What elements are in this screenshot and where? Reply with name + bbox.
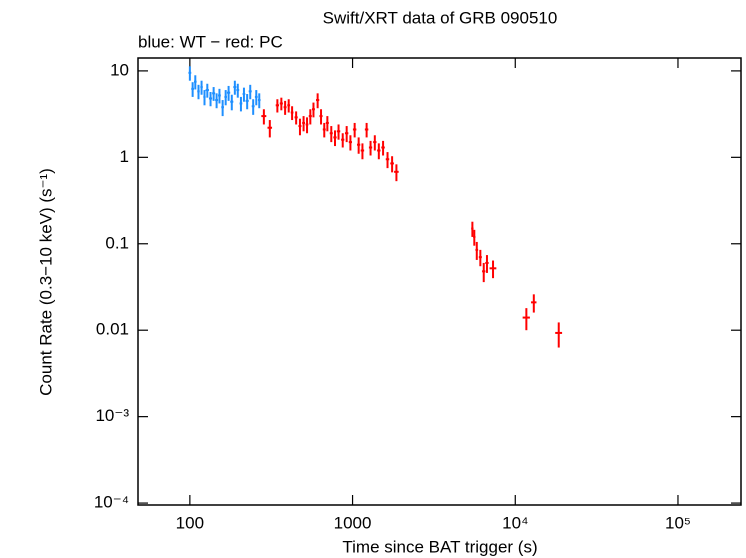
x-axis-label: Time since BAT trigger (s)	[342, 537, 537, 556]
y-tick-label: 10⁻³	[95, 406, 129, 425]
y-axis-label: Count Rate (0.3−10 keV) (s⁻¹)	[36, 168, 55, 396]
chart-title: Swift/XRT data of GRB 090510	[323, 8, 558, 27]
plot-frame	[137, 57, 742, 506]
x-tick-label: 10⁵	[665, 513, 691, 532]
y-tick-label: 1	[120, 147, 129, 166]
y-tick-label: 10⁻⁴	[94, 493, 129, 512]
x-tick-label: 100	[176, 513, 204, 532]
x-tick-label: 10⁴	[502, 513, 528, 532]
y-tick-label: 0.01	[96, 320, 129, 339]
x-tick-label: 1000	[334, 513, 372, 532]
y-tick-label: 0.1	[105, 233, 129, 252]
chart-subtitle: blue: WT − red: PC	[138, 32, 283, 51]
y-tick-label: 10	[110, 60, 129, 79]
